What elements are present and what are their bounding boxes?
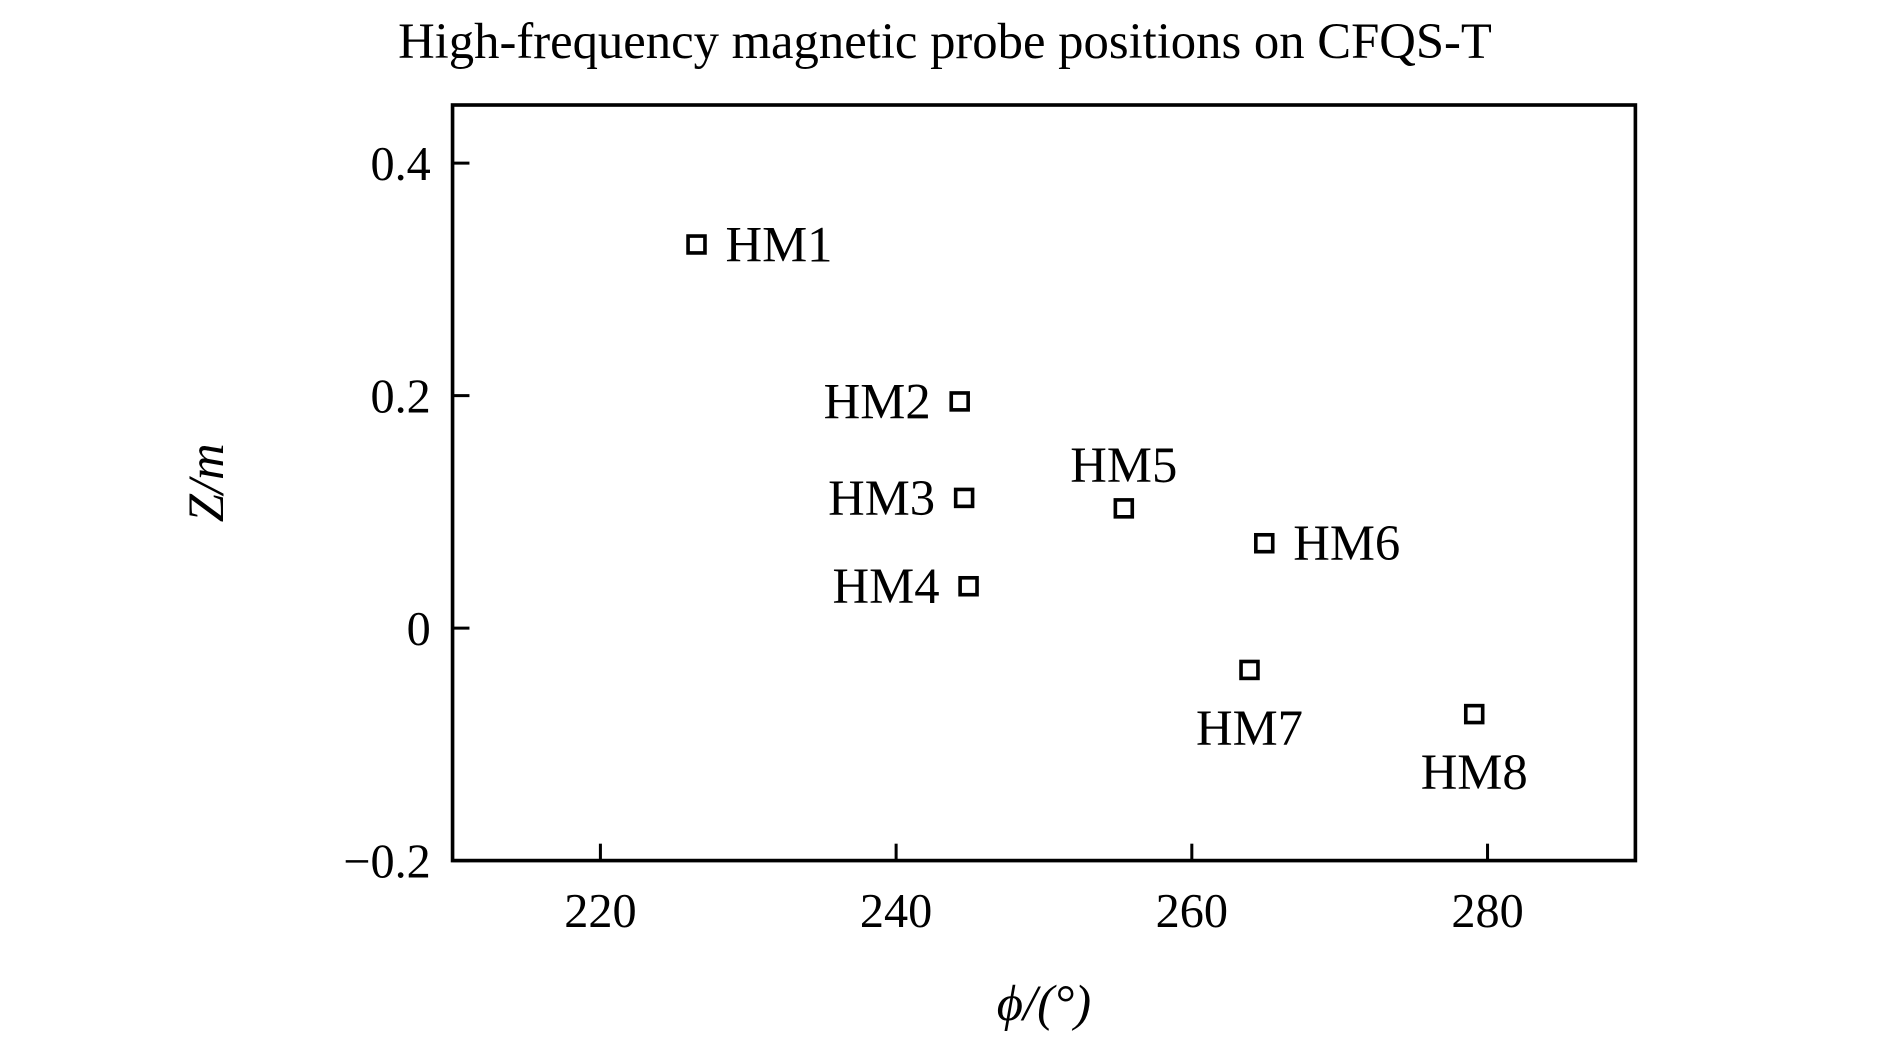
point-label: HM8 — [1421, 744, 1528, 800]
x-axis: 220 240 260 280 — [564, 843, 1524, 938]
data-point-hm3 — [953, 487, 975, 509]
y-tick-label: 0.4 — [370, 138, 430, 191]
x-tick-label: 280 — [1451, 885, 1523, 938]
point-label: HM6 — [1293, 515, 1400, 571]
point-label: HM4 — [833, 558, 940, 614]
data-point-hm5 — [1113, 498, 1135, 519]
data-point-hm1 — [686, 234, 707, 255]
x-tick-label: 260 — [1156, 885, 1228, 938]
y-axis: 0.4 0.2 0 −0.2 — [343, 138, 470, 888]
plot-frame — [450, 103, 1638, 863]
point-label: HM2 — [824, 373, 931, 429]
y-tick-label: −0.2 — [343, 835, 431, 888]
y-axis-label: Z/m — [178, 443, 234, 522]
point-label: HM7 — [1196, 700, 1303, 756]
y-tick-label: 0 — [407, 603, 431, 656]
data-point-hm7 — [1239, 659, 1260, 681]
point-label: HM5 — [1070, 437, 1177, 493]
data-points: HM1 HM2 HM3 HM4 HM5 HM6 HM7 HM8 — [686, 216, 1528, 800]
data-point-hm4 — [958, 575, 979, 597]
x-axis-label: ϕ/(°) — [997, 975, 1091, 1031]
data-point-hm6 — [1254, 532, 1275, 554]
y-tick-label: 0.2 — [370, 371, 430, 424]
x-tick-label: 240 — [860, 885, 932, 938]
data-point-hm2 — [949, 391, 970, 412]
point-label: HM3 — [828, 470, 935, 526]
chart-title: High-frequency magnetic probe positions … — [398, 13, 1492, 69]
x-tick-label: 220 — [564, 885, 636, 938]
point-label: HM1 — [725, 216, 832, 272]
data-point-hm8 — [1463, 703, 1485, 725]
